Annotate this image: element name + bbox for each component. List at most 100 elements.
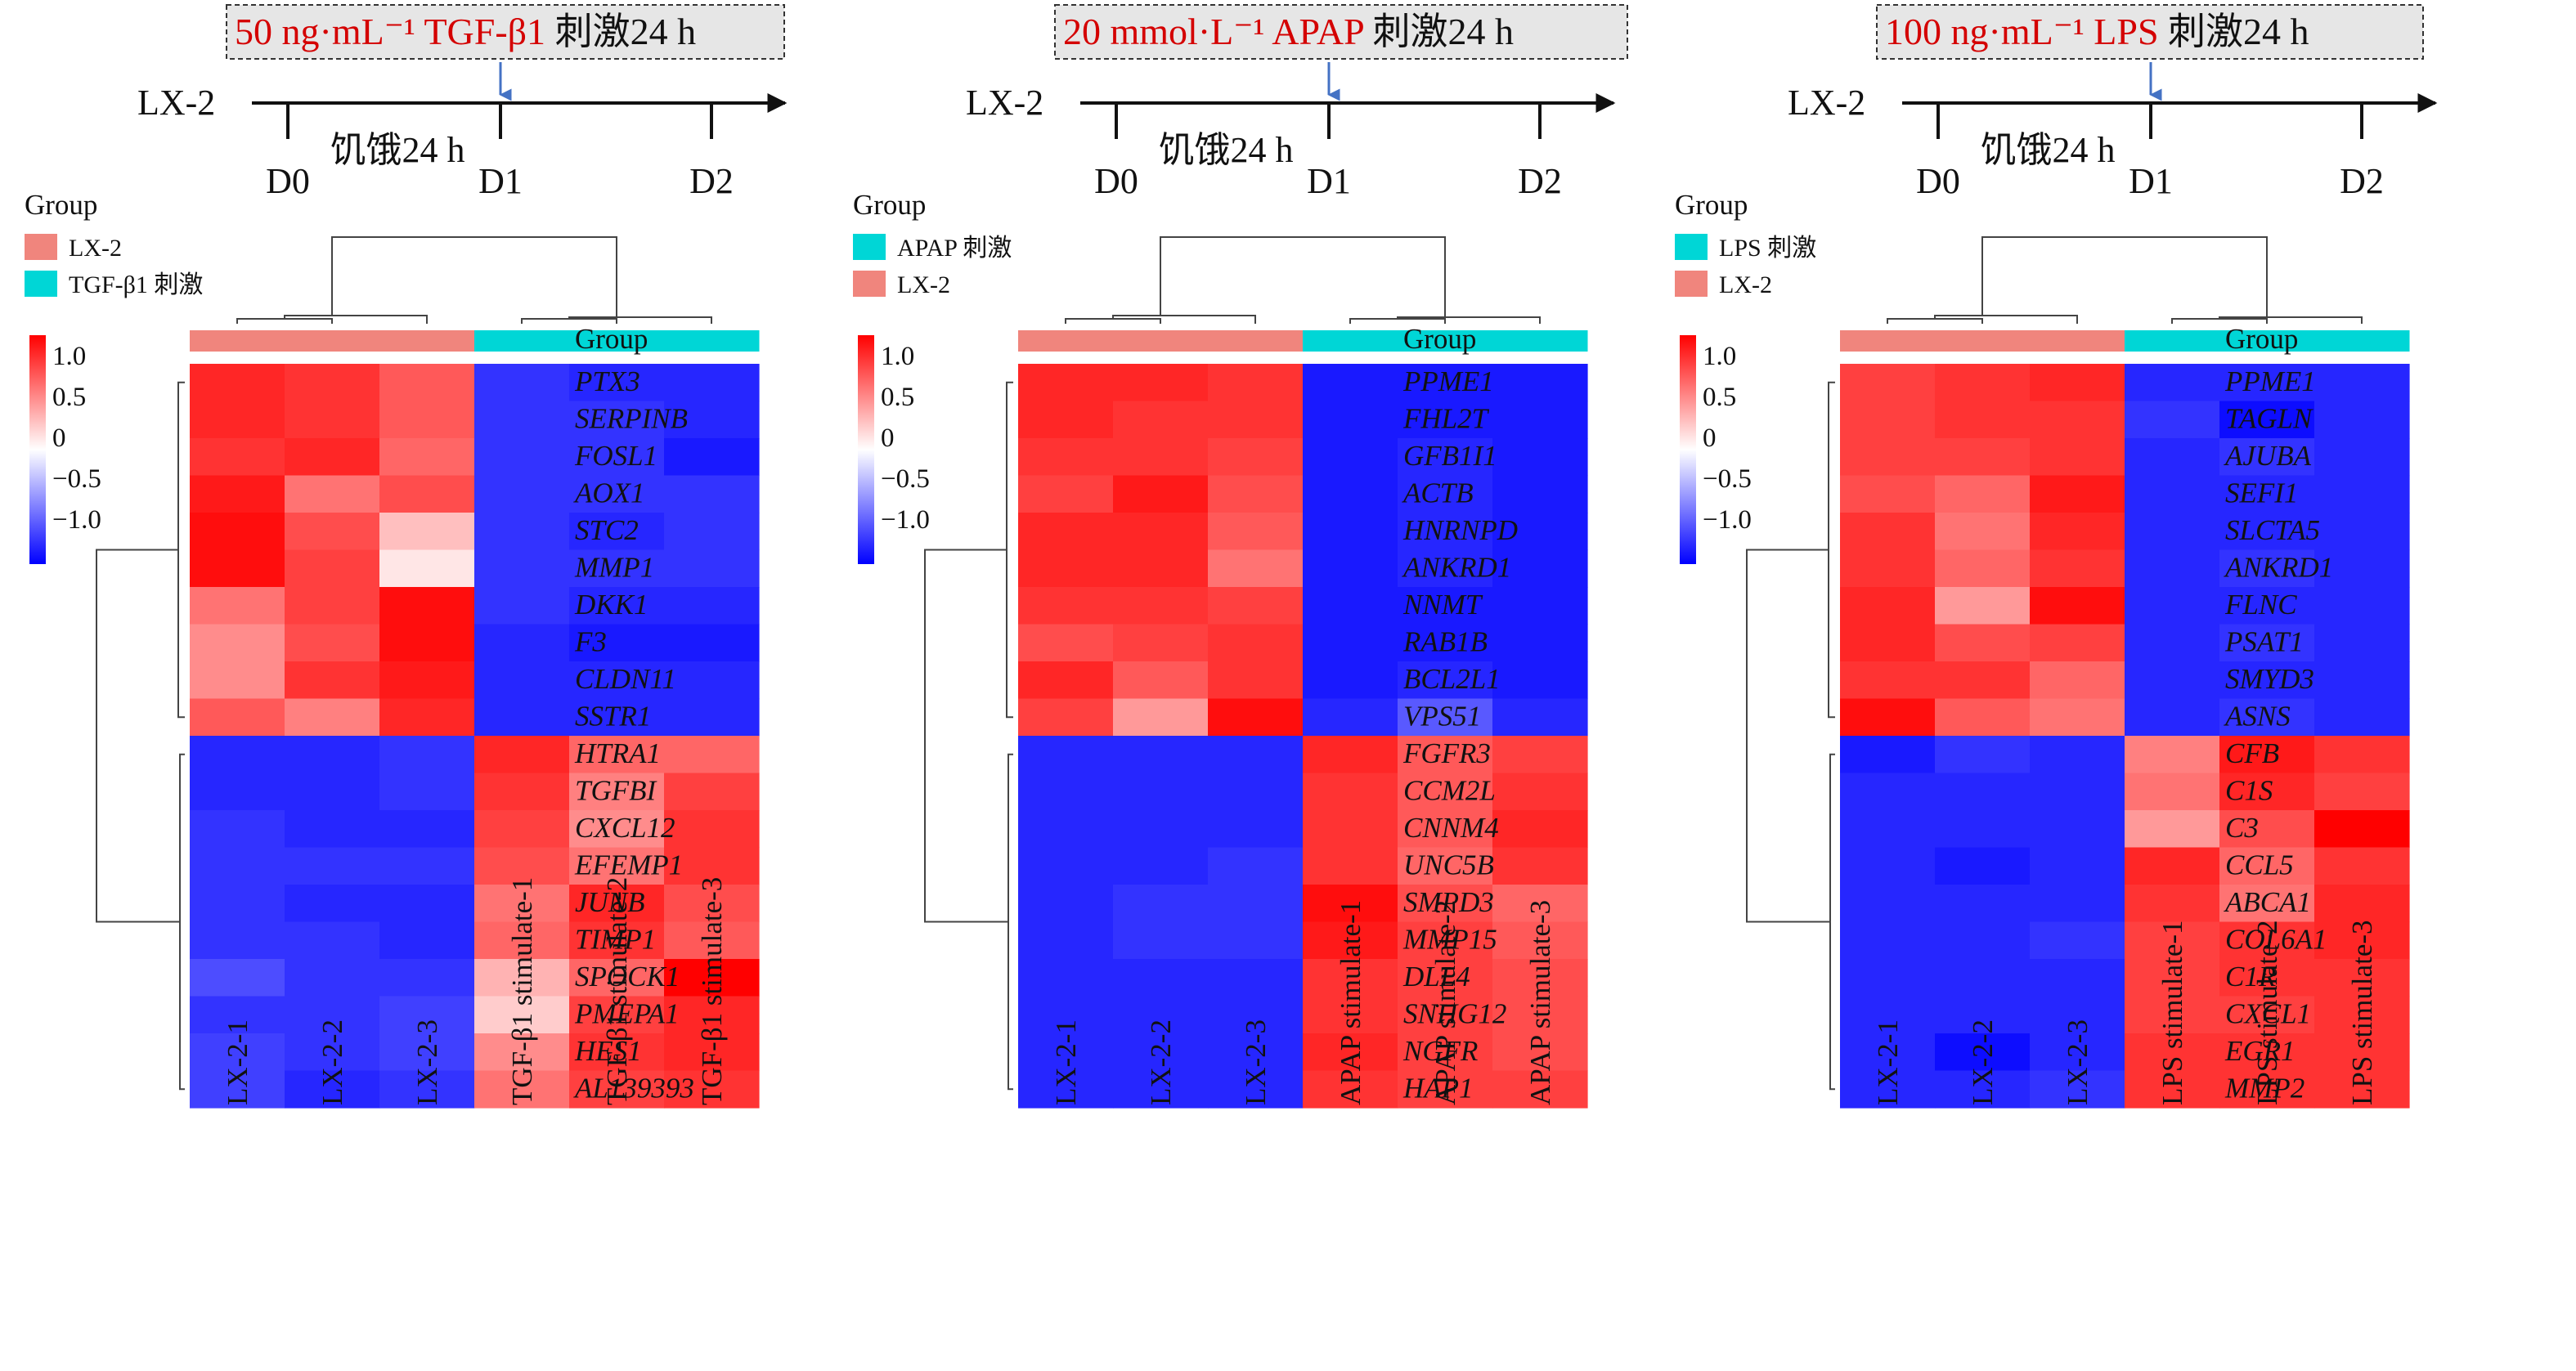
heatmap-cell [1303, 885, 1398, 923]
heatmap-cell [2219, 624, 2315, 662]
heatmap-cell [664, 847, 760, 885]
heatmap-cell [1113, 549, 1209, 588]
heatmap-cell [2125, 401, 2220, 439]
heatmap-cell [1208, 401, 1304, 439]
gene-label: PTX3 [574, 365, 640, 397]
heatmap-cell [1303, 698, 1398, 737]
gene-label: SERPINB [575, 403, 688, 435]
legend-label: LPS 刺激 [1719, 235, 1816, 262]
gene-label: GFB1I1 [1403, 440, 1497, 472]
heatmap-cell [1208, 885, 1304, 923]
heatmap-cell [1840, 810, 1936, 849]
heatmap-cell [569, 364, 665, 402]
heatmap-cell [1840, 736, 1936, 774]
heatmap-cell [1840, 959, 1936, 997]
heatmap-cell [1935, 1070, 2031, 1109]
panel-1: 50 ng·mL⁻¹ TGF-β1 刺激24 h LX-2 D0 D1 D2 饥饿24 h… [25, 4, 788, 1109]
gene-label: PMEPA1 [574, 998, 680, 1030]
heatmap-cell [1018, 401, 1114, 439]
heatmap-cell [1935, 549, 2031, 588]
heatmap-cell [664, 921, 760, 960]
heatmap-cell [664, 624, 760, 662]
group-bar-label: Group [1403, 323, 1476, 355]
gene-label: AL139393 [573, 1073, 694, 1104]
legend-label: LX-2 [1719, 271, 1772, 298]
column-label: LX-2-3 [2062, 1019, 2094, 1105]
color-scale-bar [1680, 335, 1696, 564]
heatmap-cell [379, 773, 475, 811]
heatmap-cell [1398, 549, 1493, 588]
heatmap-cell [1935, 624, 2031, 662]
gene-label: SLCTA5 [2225, 514, 2320, 546]
heatmap-cell [1018, 587, 1114, 625]
group-bar-cell [1018, 330, 1114, 352]
heatmap-cell [1398, 810, 1493, 849]
heatmap-cell [1492, 847, 1588, 885]
heatmap-cell [1208, 549, 1304, 588]
heatmap-cell [2030, 549, 2125, 588]
heatmap-cell [2314, 959, 2410, 997]
column-label: TGF-β1 stimulate-3 [696, 877, 728, 1105]
heatmap-cell [474, 773, 570, 811]
cell-line-label: LX-2 [1788, 83, 1865, 123]
day-label-d2: D2 [1518, 161, 1562, 201]
heatmap-cell [2314, 885, 2410, 923]
panel-3: 100 ng·mL⁻¹ LPS 刺激24 h LX-2 D0 D1 D2 饥饿24 h Gr… [1675, 4, 2438, 1109]
heatmap-cell [2030, 885, 2125, 923]
gene-label: CNNM4 [1403, 812, 1499, 844]
gene-label: BCL2L1 [1403, 663, 1501, 695]
group-bar-cell [569, 330, 665, 352]
heatmap-cell [474, 549, 570, 588]
gene-label: PSAT1 [2224, 626, 2304, 658]
heatmap-cell [285, 587, 380, 625]
heatmap-cell [2030, 959, 2125, 997]
heatmap-cell [2314, 661, 2410, 700]
heatmap-cell [1018, 921, 1114, 960]
heatmap-cell [2030, 1070, 2125, 1109]
legend-title: Group [25, 189, 97, 221]
heatmap-cell [1303, 513, 1398, 551]
heatmap-cell [1018, 847, 1114, 885]
day-label-d2: D2 [689, 161, 734, 201]
column-label: APAP stimulate-2 [1429, 900, 1461, 1105]
heatmap-cell [1840, 587, 1936, 625]
heatmap-cell [1113, 921, 1209, 960]
heatmap-cell [285, 996, 380, 1034]
starvation-label: 饥饿24 h [1159, 130, 1294, 170]
gene-label: FLNC [2224, 589, 2297, 621]
heatmap-cell [1492, 587, 1588, 625]
group-bar-cell [379, 330, 475, 352]
scale-label: 0 [881, 423, 895, 453]
stimulus-label: 50 ng·mL⁻¹ TGF-β1 刺激24 h [235, 11, 696, 52]
heatmap-cell [190, 364, 285, 402]
heatmap-cell [1935, 401, 2031, 439]
heatmap-cell [2125, 847, 2220, 885]
group-bar-cell [664, 330, 760, 352]
heatmap-cell [569, 624, 665, 662]
heatmap-cell [1208, 1070, 1304, 1109]
heatmap-cell [2219, 885, 2315, 923]
gene-label: MMP1 [574, 552, 654, 584]
day-label-d1: D1 [478, 161, 523, 201]
heatmap-cell [1208, 475, 1304, 513]
gene-label: SSTR1 [575, 701, 651, 733]
heatmap-cell [2314, 475, 2410, 513]
heatmap-cell [190, 921, 285, 960]
gene-label: STC2 [575, 514, 639, 546]
day-label-d2: D2 [2340, 161, 2384, 201]
heatmap-cell [664, 810, 760, 849]
gene-label: MMP15 [1402, 924, 1497, 956]
gene-label: TIMP1 [575, 924, 656, 956]
heatmap-cell [1840, 364, 1936, 402]
heatmap-cell [1303, 438, 1398, 477]
gene-label: MMP2 [2224, 1073, 2304, 1104]
heatmap-cell [190, 773, 285, 811]
heatmap-cell [1303, 810, 1398, 849]
heatmap-cell [1208, 921, 1304, 960]
heatmap-cell [2030, 996, 2125, 1034]
heatmap-cell [569, 810, 665, 849]
panel-2: 20 mmol·L⁻¹ APAP 刺激24 h LX-2 D0 D1 D2 饥饿24 h G… [853, 4, 1628, 1109]
gene-label: SMPD3 [1403, 886, 1494, 918]
heatmap-cell [1113, 773, 1209, 811]
heatmap-cell [190, 885, 285, 923]
